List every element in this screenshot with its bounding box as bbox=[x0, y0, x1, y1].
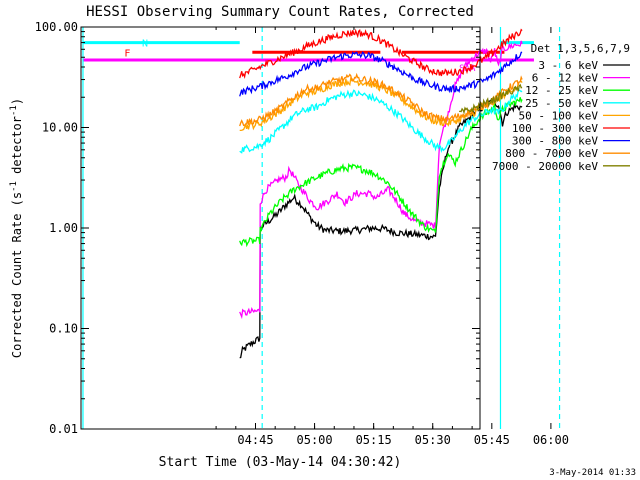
y-tick-label: 10.00 bbox=[42, 121, 78, 135]
series-line-6 bbox=[239, 51, 523, 97]
chart-title: HESSI Observing Summary Count Rates, Cor… bbox=[86, 4, 474, 20]
series-line-5 bbox=[239, 28, 523, 79]
series-line-2 bbox=[239, 97, 523, 248]
y-axis-label: Corrected Count Rate (s-1 detector-1) bbox=[9, 98, 24, 358]
plot-frame bbox=[80, 26, 481, 430]
x-axis-label: Start Time (03-May-14 04:30:42) bbox=[159, 455, 402, 470]
legend-label: 12 - 25 keV bbox=[525, 84, 598, 97]
legend-title: Det 1,3,5,6,7,9 bbox=[531, 42, 630, 55]
legend-label: 6 - 12 keV bbox=[532, 72, 599, 85]
flag-label-n: N bbox=[142, 39, 148, 50]
x-axis: 04:45 05:00 05:15 05:30 05:45 06:00 bbox=[215, 27, 569, 447]
series-line-8 bbox=[458, 83, 523, 115]
x-tick-label: 05:45 bbox=[474, 433, 510, 447]
x-tick-label: 05:15 bbox=[356, 433, 392, 447]
legend-label: 3 - 6 keV bbox=[538, 59, 598, 72]
legend-label: 100 - 300 keV bbox=[512, 122, 598, 135]
legend-label: 50 - 100 keV bbox=[519, 109, 599, 122]
x-tick-label: 05:30 bbox=[415, 433, 451, 447]
series-line-7 bbox=[239, 72, 523, 127]
legend-label: 25 - 50 keV bbox=[525, 97, 598, 110]
flag-label-f: F bbox=[124, 48, 130, 59]
x-tick-label: 04:45 bbox=[237, 433, 273, 447]
y-tick-label: 100.00 bbox=[35, 20, 78, 34]
y-axis: 0.01 0.10 1.00 10.00 100.00 bbox=[35, 20, 480, 436]
series-line-1 bbox=[239, 40, 523, 320]
series-line-3 bbox=[239, 89, 523, 154]
legend-label: 800 - 7000 keV bbox=[505, 147, 598, 160]
x-tick-label: 06:00 bbox=[533, 433, 569, 447]
legend-label: 300 - 800 keV bbox=[512, 135, 598, 148]
legend-label: 7000 - 20000 keV bbox=[492, 160, 598, 173]
y-tick-label: 1.00 bbox=[49, 221, 78, 235]
series-layer bbox=[239, 28, 523, 359]
y-tick-label: 0.10 bbox=[49, 322, 78, 336]
y-tick-label: 0.01 bbox=[49, 422, 78, 436]
x-tick-label: 05:00 bbox=[297, 433, 333, 447]
footer-date: 3-May-2014 01:33 bbox=[549, 468, 636, 478]
